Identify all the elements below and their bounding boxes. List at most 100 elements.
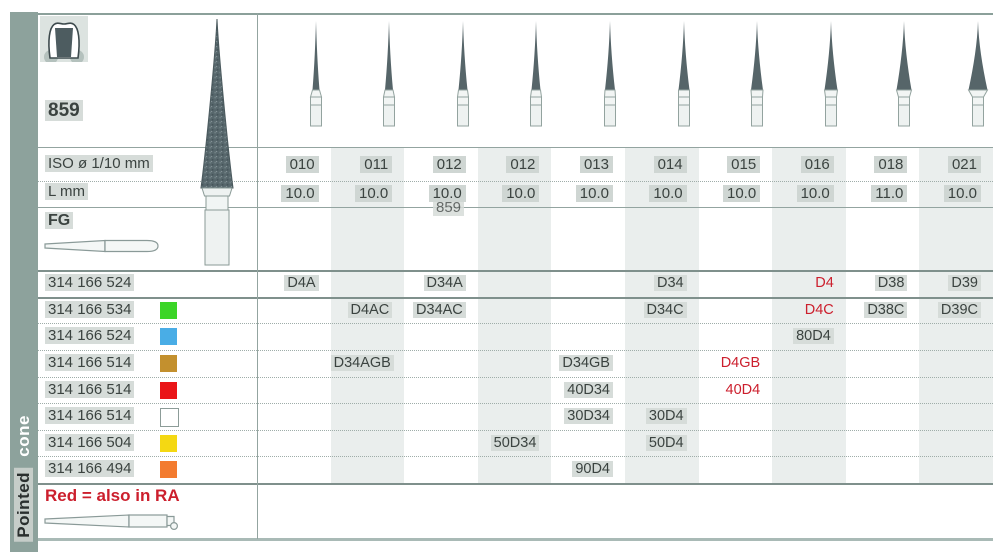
ghost-figure-number: 859 bbox=[433, 199, 465, 216]
product-code-cell: 50D4 bbox=[625, 430, 687, 457]
divider-line bbox=[38, 403, 993, 405]
iso-value-cell: 012 bbox=[478, 151, 540, 178]
product-code-cell: D4GB bbox=[720, 354, 761, 371]
divider-line bbox=[38, 349, 993, 351]
product-code-cell: D38C bbox=[846, 297, 908, 324]
footer-note: Red = also in RA bbox=[45, 486, 180, 505]
grit-color-swatch bbox=[160, 301, 177, 319]
product-code-cell: D4C bbox=[804, 301, 834, 318]
iso-row-label: ISO ø 1/10 mm bbox=[45, 155, 153, 172]
iso-value-cell: 013 bbox=[551, 151, 613, 178]
grit-color-swatch bbox=[160, 354, 177, 372]
bur-image bbox=[523, 20, 549, 128]
bur-image bbox=[597, 20, 623, 128]
product-code-cell: D39C bbox=[919, 297, 981, 324]
bur-image bbox=[744, 20, 770, 128]
product-code-cell: 80D4 bbox=[772, 323, 834, 350]
grit-color-swatch bbox=[160, 434, 177, 452]
divider-line bbox=[38, 270, 993, 272]
product-code-cell: D4 bbox=[815, 275, 834, 291]
divider-line bbox=[38, 456, 993, 458]
bur-image bbox=[450, 20, 476, 128]
divider-line bbox=[38, 296, 993, 299]
grit-color-swatch bbox=[160, 408, 179, 428]
product-code-cell: D34AGB bbox=[330, 350, 394, 377]
large-bur-image bbox=[194, 16, 240, 266]
bur-image bbox=[891, 20, 917, 128]
length-value-cell: 10.0 bbox=[257, 180, 319, 207]
product-code-cell: D34GB bbox=[551, 350, 613, 377]
iso-value-cell: 011 bbox=[331, 151, 393, 178]
fg-shank-icon bbox=[43, 237, 161, 255]
grit-color-swatch bbox=[160, 381, 177, 399]
sidebar-word-cone: cone bbox=[14, 415, 33, 457]
bur-image bbox=[818, 20, 844, 128]
product-code-cell: D4AC bbox=[331, 297, 393, 324]
iso-value-cell: 018 bbox=[846, 151, 908, 178]
divider-line bbox=[38, 13, 993, 15]
bur-image bbox=[671, 20, 697, 128]
order-code-label: 314 166 504 bbox=[45, 430, 135, 457]
sidebar-strip bbox=[10, 12, 38, 552]
order-code-label: 314 166 514 bbox=[45, 377, 135, 404]
iso-value-cell: 014 bbox=[625, 151, 687, 178]
grit-color-swatch bbox=[160, 328, 177, 346]
bur-image bbox=[303, 20, 329, 128]
product-code-cell: D39 bbox=[919, 270, 981, 297]
sidebar-vertical-label: Pointed cone bbox=[10, 409, 38, 542]
divider-line bbox=[38, 483, 993, 485]
product-code-cell: D34A bbox=[404, 270, 466, 297]
product-code-cell: D34C bbox=[625, 297, 687, 324]
column-stripe bbox=[772, 147, 846, 483]
iso-value-cell: 010 bbox=[257, 151, 319, 178]
column-stripe bbox=[477, 147, 552, 483]
product-code-cell: 30D4 bbox=[625, 403, 687, 430]
sidebar-word-pointed: Pointed bbox=[14, 468, 33, 542]
divider-line bbox=[38, 376, 993, 378]
divider-line bbox=[38, 429, 993, 431]
length-value-cell: 10.0 bbox=[625, 180, 687, 207]
shank-row-label: FG bbox=[45, 212, 74, 230]
iso-value-cell: 016 bbox=[772, 151, 834, 178]
product-code-cell: D4A bbox=[257, 270, 319, 297]
product-code-cell: D38 bbox=[846, 270, 908, 297]
order-code-label: 314 166 534 bbox=[45, 297, 135, 324]
length-value-cell: 10.0 bbox=[404, 180, 466, 207]
length-value-cell: 11.0 bbox=[846, 180, 908, 207]
divider-line bbox=[38, 323, 993, 325]
product-code-cell: 50D34 bbox=[478, 430, 540, 457]
bur-image bbox=[965, 20, 991, 128]
order-code-label: 314 166 524 bbox=[45, 270, 135, 297]
divider-line bbox=[38, 207, 993, 208]
iso-value-cell: 012 bbox=[404, 151, 466, 178]
iso-value-cell: 021 bbox=[919, 151, 981, 178]
length-value-cell: 10.0 bbox=[478, 180, 540, 207]
length-value-cell: 10.0 bbox=[919, 180, 981, 207]
order-code-label: 314 166 494 bbox=[45, 456, 135, 483]
grit-color-swatch bbox=[160, 461, 177, 479]
product-code-cell: 30D34 bbox=[551, 403, 613, 430]
order-code-label: 314 166 514 bbox=[45, 350, 135, 377]
product-code-cell: 40D4 bbox=[725, 381, 761, 398]
length-value-cell: 10.0 bbox=[699, 180, 761, 207]
product-code-cell: 90D4 bbox=[551, 456, 613, 483]
divider-line bbox=[38, 181, 993, 182]
length-value-cell: 10.0 bbox=[551, 180, 613, 207]
length-value-cell: 10.0 bbox=[331, 180, 393, 207]
product-code-cell: D34 bbox=[625, 270, 687, 297]
divider-line bbox=[257, 13, 258, 539]
figure-number: 859 bbox=[45, 100, 83, 122]
product-code-cell: 40D34 bbox=[551, 377, 613, 404]
length-value-cell: 10.0 bbox=[772, 180, 834, 207]
product-code-cell: D34AC bbox=[404, 297, 466, 324]
bur-image bbox=[376, 20, 402, 128]
divider-line bbox=[38, 538, 993, 541]
tooth-crown-icon bbox=[40, 16, 88, 62]
length-row-label: L mm bbox=[45, 183, 88, 200]
iso-value-cell: 015 bbox=[699, 151, 761, 178]
divider-line bbox=[38, 147, 993, 148]
ra-shank-icon bbox=[43, 510, 183, 534]
order-code-label: 314 166 514 bbox=[45, 403, 135, 430]
order-code-label: 314 166 524 bbox=[45, 323, 135, 350]
